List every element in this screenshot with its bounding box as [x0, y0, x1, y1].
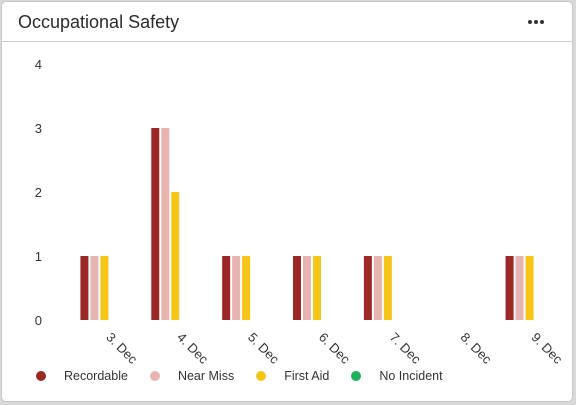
bar-first-aid[interactable]: [242, 256, 251, 320]
x-tick-label: 3. Dec: [103, 330, 141, 368]
bar-first-aid[interactable]: [525, 256, 534, 320]
bar-near-miss[interactable]: [303, 256, 311, 320]
legend-label: Recordable: [64, 369, 128, 383]
legend-item-first-aid[interactable]: First Aid: [256, 369, 329, 383]
y-tick-label: 3: [35, 121, 42, 136]
bar-near-miss[interactable]: [232, 256, 241, 320]
x-tick-label: 5. Dec: [245, 330, 283, 368]
bar-first-aid[interactable]: [313, 256, 321, 320]
x-tick-label: 9. Dec: [528, 330, 566, 368]
bar-recordable[interactable]: [505, 256, 514, 320]
y-tick-label: 4: [35, 57, 42, 72]
bar-first-aid[interactable]: [383, 256, 392, 320]
legend-dot-icon: [351, 371, 362, 381]
legend-dot-icon: [36, 371, 46, 381]
bar-first-aid[interactable]: [171, 192, 180, 320]
bar-recordable[interactable]: [222, 256, 231, 320]
x-tick-label: 8. Dec: [458, 330, 496, 368]
legend-label: No Incident: [379, 369, 443, 383]
bar-recordable[interactable]: [80, 256, 89, 320]
legend-label: First Aid: [284, 369, 330, 383]
y-tick-label: 0: [35, 313, 42, 328]
bar-recordable[interactable]: [293, 256, 301, 320]
legend-label: Near Miss: [177, 369, 235, 383]
legend-dot-icon: [256, 371, 267, 381]
more-horizontal-icon[interactable]: [524, 10, 548, 32]
bar-first-aid[interactable]: [100, 256, 109, 320]
legend-dot-icon: [149, 371, 160, 381]
x-tick-label: 7. Dec: [387, 330, 425, 368]
x-tick-label: 6. Dec: [316, 330, 354, 368]
legend-item-near-miss[interactable]: Near Miss: [149, 369, 235, 383]
y-tick-label: 2: [35, 185, 42, 200]
bar-near-miss[interactable]: [373, 256, 382, 320]
bar-near-miss[interactable]: [515, 256, 524, 320]
legend-item-recordable[interactable]: Recordable: [36, 369, 128, 383]
bar-recordable[interactable]: [151, 128, 160, 320]
legend-item-no-incident[interactable]: No Incident: [351, 369, 443, 383]
y-tick-label: 1: [35, 249, 42, 264]
chart-title: Occupational Safety: [18, 12, 180, 32]
chart-legend: Recordable Near Miss First Aid No Incident: [36, 367, 465, 385]
x-tick-label: 4. Dec: [174, 330, 212, 368]
bar-recordable[interactable]: [363, 256, 372, 320]
bar-near-miss[interactable]: [90, 256, 99, 320]
card-header: Occupational Safety: [2, 2, 572, 42]
bar-near-miss[interactable]: [161, 128, 170, 320]
